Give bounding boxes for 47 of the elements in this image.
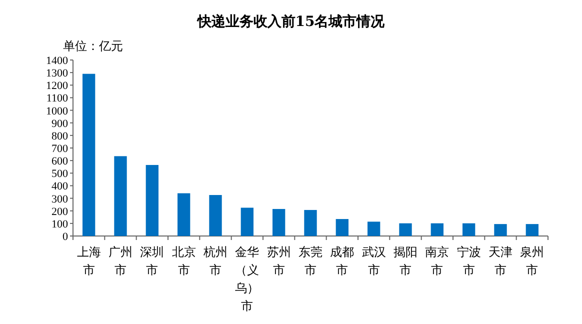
bar: [240, 208, 254, 236]
x-tick-label: 苏州市: [266, 245, 291, 277]
y-tick-label: 500: [52, 168, 68, 180]
bar: [368, 222, 380, 236]
x-tick-label: 杭州市: [202, 245, 228, 277]
bar: [272, 208, 286, 236]
x-tick-label: 北京市: [172, 245, 196, 277]
y-tick-label: 600: [52, 156, 68, 168]
x-tick-label: 上海市: [76, 245, 101, 277]
x-tick-label: 武汉市: [362, 245, 386, 277]
bar: [526, 224, 538, 236]
bar: [82, 74, 96, 236]
y-tick-label: 800: [52, 130, 68, 142]
x-tick-label: 宁波市: [456, 245, 481, 277]
x-tick-label: 成都市: [330, 245, 354, 277]
y-tick-label: 1100: [46, 92, 68, 105]
y-tick-label: 700: [52, 143, 68, 155]
y-tick-label: 1400: [46, 55, 68, 67]
x-tick-label: 天津市: [488, 245, 512, 277]
y-tick-label: 200: [52, 206, 68, 218]
x-tick-label: 揭阳市: [394, 245, 418, 277]
y-tick-label: 0: [62, 231, 68, 243]
x-tick-label: 泉州市: [520, 245, 544, 277]
x-tick-label: 南京市: [425, 245, 450, 277]
y-axis-title: 单位：亿元: [63, 39, 123, 53]
bar: [304, 210, 317, 236]
y-tick-label: 1300: [46, 68, 68, 80]
y-tick-label: 300: [52, 193, 68, 206]
y-tick-label: 1000: [46, 105, 68, 118]
x-tick-label: 广州市: [108, 245, 132, 277]
bar: [209, 195, 222, 236]
bar: [178, 193, 190, 236]
bar: [114, 156, 127, 236]
bar: [146, 164, 158, 236]
bar: [399, 223, 412, 236]
x-tick-label: 东莞市: [298, 245, 322, 277]
chart-title: 快递业务收入前15名城市情况: [196, 13, 386, 30]
bar: [462, 223, 476, 236]
y-tick-label: 400: [52, 180, 68, 193]
y-tick-label: 100: [52, 218, 68, 230]
y-tick-label: 1200: [46, 80, 68, 92]
x-tick-label: 金华（义乌）市: [235, 245, 260, 313]
y-tick-label: 900: [52, 118, 68, 130]
bar: [430, 223, 444, 236]
bar: [336, 219, 348, 236]
bar: [494, 224, 507, 236]
x-tick-label: 深圳市: [140, 245, 164, 277]
